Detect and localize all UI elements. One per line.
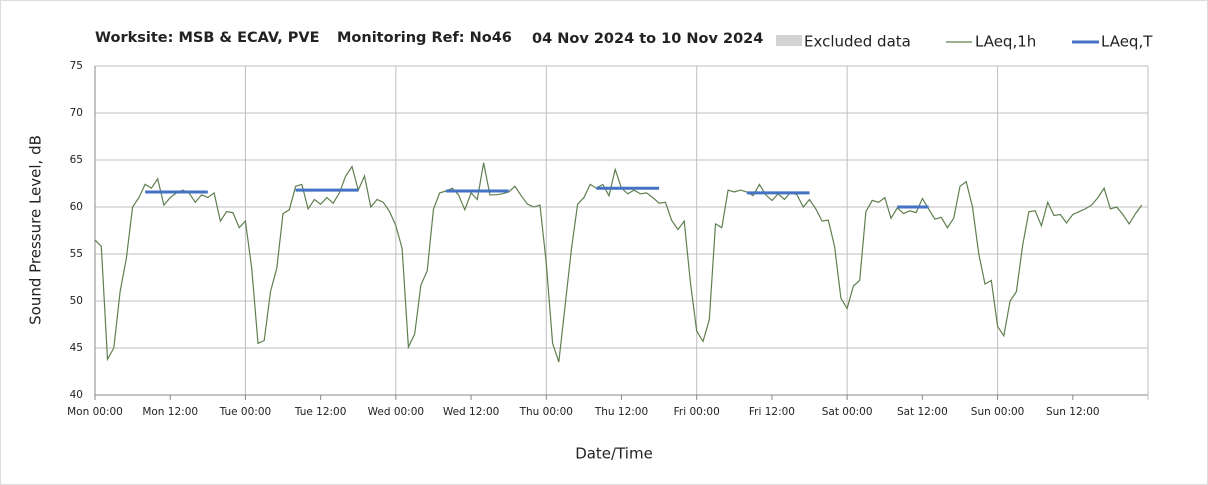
x-tick-label: Thu 00:00 [519,406,573,418]
legend-swatch [776,35,802,46]
y-tick-label: 70 [70,107,83,119]
y-tick-label: 40 [70,389,83,401]
x-tick-label: Fri 00:00 [674,406,720,418]
x-tick-label: Sun 12:00 [1046,406,1100,418]
y-tick-label: 45 [70,342,83,354]
x-tick-label: Wed 00:00 [368,406,425,418]
chart-title: Worksite: MSB & ECAV, PVE [95,30,320,46]
x-tick-label: Tue 12:00 [294,406,347,418]
line-series [94,162,1143,363]
y-tick-label: 55 [70,248,83,260]
legend-label: Excluded data [804,33,911,51]
x-tick-label: Thu 12:00 [594,406,648,418]
legend-label: LAeq,1h [975,33,1036,51]
x-axis-label: Date/Time [575,445,653,463]
x-tick-label: Sun 00:00 [971,406,1025,418]
y-tick-label: 75 [70,60,83,72]
x-tick-label: Mon 00:00 [67,406,123,418]
y-tick-label: 60 [70,201,83,213]
x-tick-label: Sat 12:00 [897,406,948,418]
y-axis-label: Sound Pressure Level, dB [27,135,45,325]
legend-label: LAeq,T [1101,33,1153,51]
x-tick-label: Mon 12:00 [142,406,198,418]
x-tick-label: Fri 12:00 [749,406,795,418]
date-range: 04 Nov 2024 to 10 Nov 2024 [532,31,763,47]
x-tick-label: Wed 12:00 [443,406,500,418]
chart-subtitle: Monitoring Ref: No46 [337,30,512,46]
y-tick-label: 50 [70,295,83,307]
x-tick-label: Sat 00:00 [822,406,873,418]
y-tick-label: 65 [70,154,83,166]
x-tick-label: Tue 00:00 [219,406,272,418]
